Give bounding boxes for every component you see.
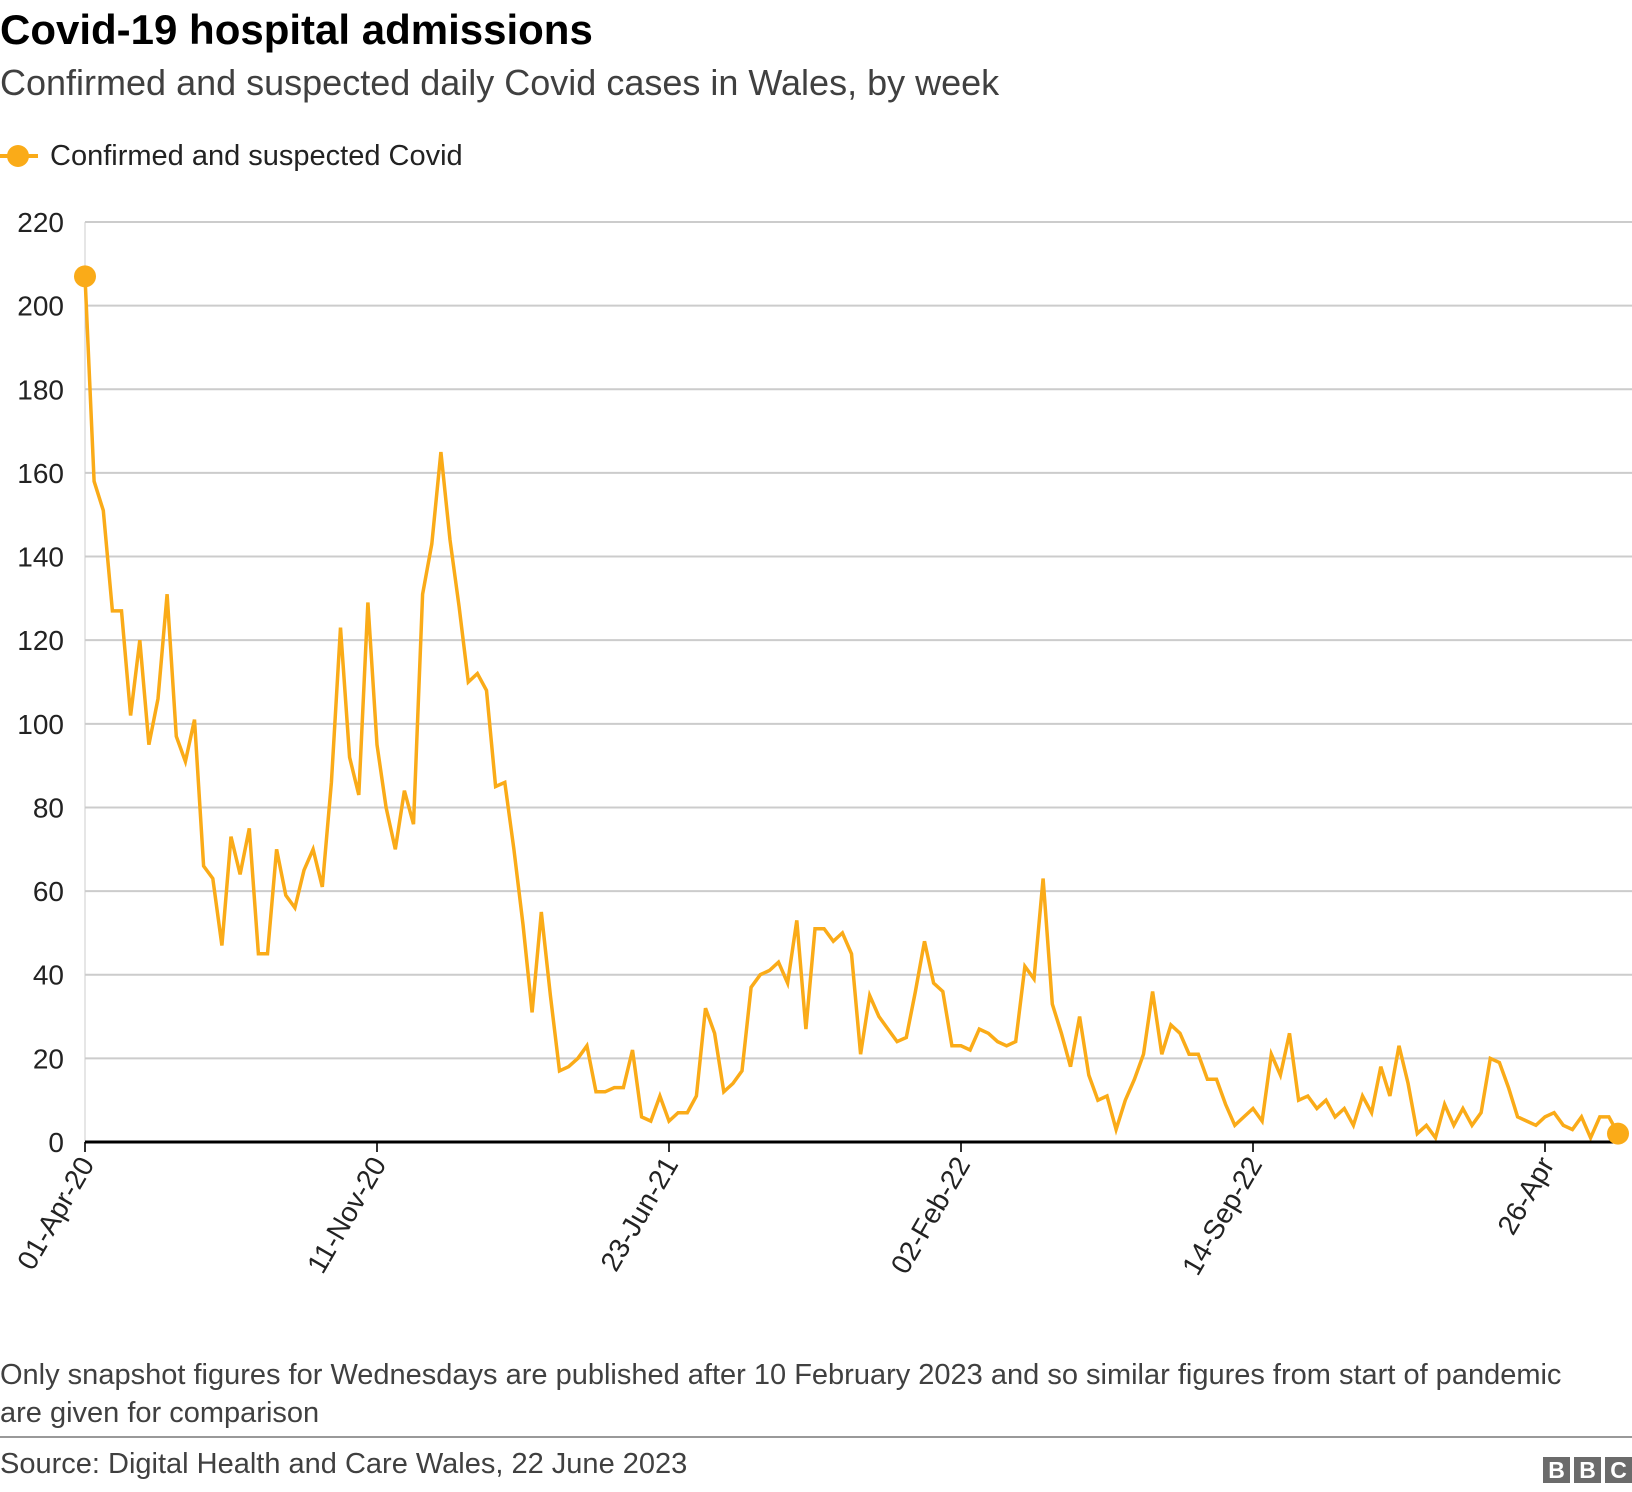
- bbc-logo: B B C: [1543, 1457, 1632, 1483]
- y-tick-label: 40: [33, 960, 64, 991]
- y-tick-label: 120: [17, 625, 64, 656]
- x-tick-label: 02-Feb-22: [885, 1152, 976, 1279]
- bbc-logo-letter: B: [1543, 1457, 1570, 1483]
- footer-divider: [0, 1436, 1632, 1438]
- y-tick-label: 60: [33, 876, 64, 907]
- y-tick-label: 0: [48, 1127, 64, 1158]
- x-tick-label: 11-Nov-20: [301, 1152, 392, 1279]
- y-tick-label: 20: [33, 1043, 64, 1074]
- y-tick-label: 220: [17, 207, 64, 238]
- chart-title: Covid-19 hospital admissions: [0, 6, 593, 53]
- last-point-marker: [1607, 1122, 1629, 1145]
- x-tick-label: 01-Apr-20: [11, 1152, 100, 1275]
- x-tick-label: 14-Sep-22: [1176, 1152, 1268, 1281]
- y-tick-label: 140: [17, 542, 64, 573]
- y-tick-label: 100: [17, 709, 64, 740]
- y-tick-label: 200: [17, 291, 64, 322]
- first-point-marker: [74, 265, 96, 288]
- y-tick-label: 80: [33, 792, 64, 823]
- series-line: [83, 276, 1620, 1143]
- footnote: Only snapshot figures for Wednesdays are…: [0, 1359, 1562, 1429]
- source-text: Source: Digital Health and Care Wales, 2…: [0, 1448, 688, 1480]
- x-tick-label: 26-Apr: [1491, 1152, 1560, 1240]
- bbc-logo-letter: B: [1574, 1457, 1601, 1483]
- legend-label: Confirmed and suspected Covid: [50, 139, 463, 172]
- legend-dot: [7, 145, 29, 167]
- line-chart: 0 20 40 60 80 100 120 140 160 180 200 220 01-Apr-20 1…: [11, 207, 1632, 1281]
- y-tick-label: 180: [17, 374, 64, 405]
- x-tick-label: 23-Jun-21: [594, 1152, 684, 1277]
- legend: Confirmed and suspected Covid: [0, 138, 463, 174]
- legend-marker-icon: [0, 138, 40, 174]
- y-tick-label: 160: [17, 458, 64, 489]
- chart-subtitle: Confirmed and suspected daily Covid case…: [0, 62, 1000, 103]
- bbc-logo-letter: C: [1605, 1457, 1632, 1483]
